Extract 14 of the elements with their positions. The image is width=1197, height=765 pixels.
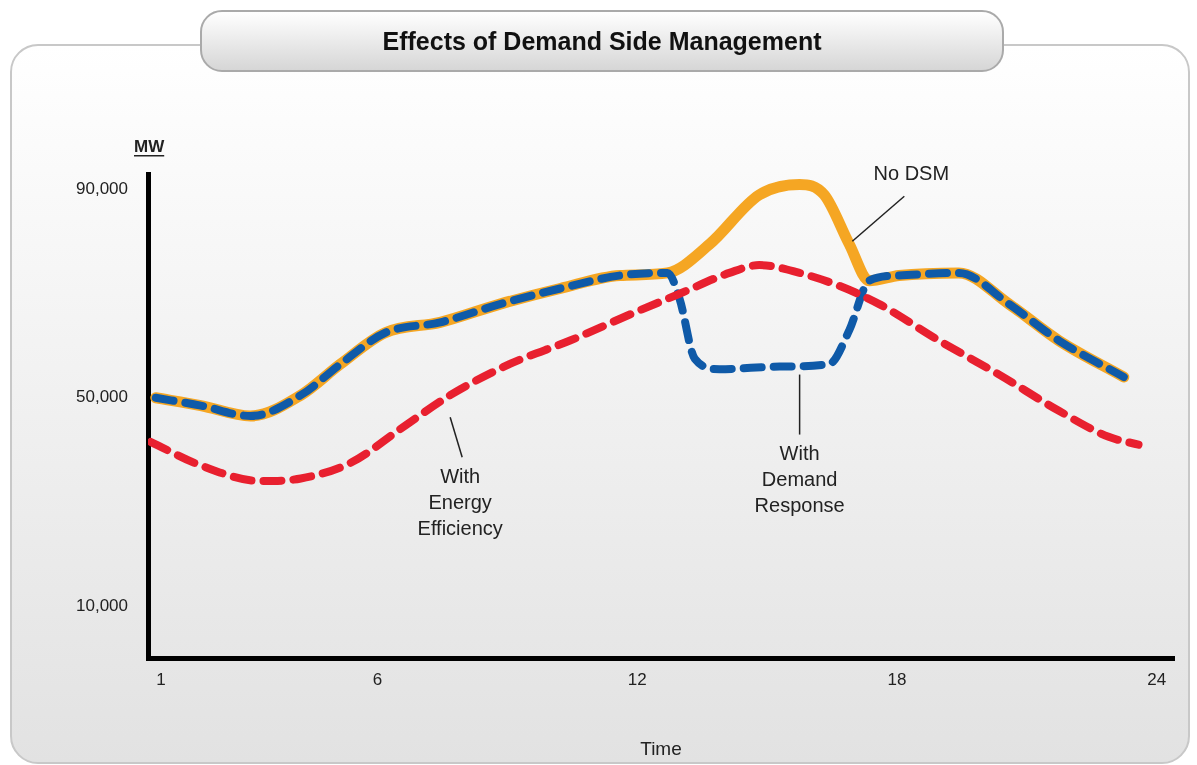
text: No DSM xyxy=(873,161,950,184)
x-tick-label: 1 xyxy=(156,669,166,689)
series-label: With Energy Efficiency xyxy=(417,464,503,539)
y-axis-title: MW xyxy=(134,137,166,156)
x-tick-label: 6 xyxy=(372,669,383,689)
text: With Demand Response xyxy=(754,442,845,517)
x-axis-title: Time xyxy=(640,737,682,759)
y-tick-label: 10,000 xyxy=(76,595,128,615)
x-tick-label: 24 xyxy=(1147,669,1167,689)
y-tick-label: 90,000 xyxy=(76,179,128,199)
chart-title: Effects of Demand Side Management xyxy=(200,10,1004,72)
y-tick-label: 50,000 xyxy=(76,387,128,407)
x-tick-label: 18 xyxy=(887,669,907,689)
x-tick-label: 12 xyxy=(627,669,647,689)
